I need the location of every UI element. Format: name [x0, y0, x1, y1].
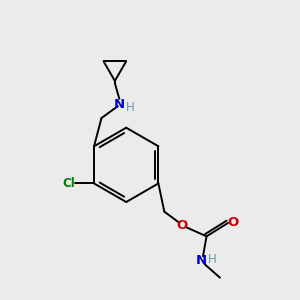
Text: O: O — [228, 217, 239, 230]
Text: N: N — [114, 98, 125, 111]
Text: H: H — [126, 100, 135, 114]
Text: O: O — [177, 218, 188, 232]
Text: H: H — [208, 253, 217, 266]
Text: Cl: Cl — [62, 177, 75, 190]
Text: N: N — [196, 254, 207, 267]
